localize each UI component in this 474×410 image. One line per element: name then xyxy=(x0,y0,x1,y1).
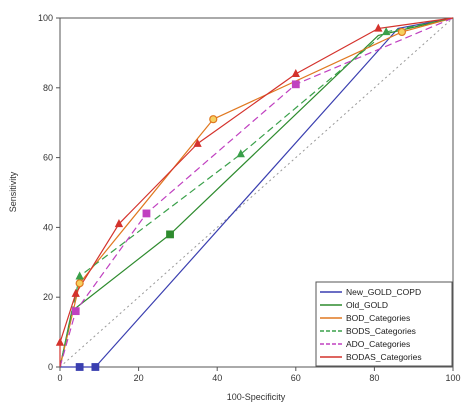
data-point-bodas-categories xyxy=(114,219,124,228)
data-point-bodas-categories xyxy=(374,23,383,32)
series-line-bods-categories xyxy=(59,17,454,368)
data-point-bodas-categories xyxy=(291,68,300,78)
data-point-ado-categories xyxy=(71,307,80,316)
data-point-old-gold xyxy=(166,230,174,239)
x-axis-ticks: 0 20 40 60 80 100 xyxy=(57,367,461,383)
x-tick-label: 60 xyxy=(291,373,301,383)
y-axis-label: Sensitivity xyxy=(8,171,18,212)
data-point-bods-categories xyxy=(382,27,391,36)
data-point-bod-categories xyxy=(209,115,218,124)
y-tick-label: 40 xyxy=(43,222,53,232)
marker-layer xyxy=(55,23,407,371)
data-point-ado-categories xyxy=(142,209,151,218)
data-point-bodas-categories xyxy=(193,138,202,147)
data-point-new-gold-copd xyxy=(75,363,84,371)
legend-box xyxy=(315,281,453,367)
legend-label: New_GOLD_COPD xyxy=(346,287,421,297)
y-tick-label: 60 xyxy=(43,153,53,163)
legend-label: ADO_Categories xyxy=(346,339,410,349)
data-point-bodas-categories xyxy=(55,337,65,346)
x-tick-label: 0 xyxy=(57,373,62,383)
data-point-bod-categories xyxy=(75,279,84,288)
y-tick-label: 0 xyxy=(48,362,53,372)
data-point-new-gold-copd xyxy=(91,363,100,371)
data-point-bods-categories xyxy=(75,271,84,280)
legend-label: BOD_Categories xyxy=(346,313,410,323)
y-tick-label: 80 xyxy=(43,83,53,93)
x-tick-label: 100 xyxy=(445,373,460,383)
data-point-bod-categories xyxy=(397,27,407,37)
legend-label: BODAS_Categories xyxy=(346,352,422,362)
series-line-bodas-categories xyxy=(59,17,454,367)
legend-label: Old_GOLD xyxy=(346,300,388,310)
x-tick-label: 80 xyxy=(369,373,379,383)
y-tick-label: 100 xyxy=(38,13,53,23)
y-axis-ticks: 0 20 40 60 80 100 xyxy=(38,13,60,372)
y-tick-label: 20 xyxy=(43,292,53,302)
data-point-bods-categories xyxy=(236,149,245,158)
legend: New_GOLD_COPD Old_GOLD BOD_Categories BODS_… xyxy=(315,281,453,367)
data-point-ado-categories xyxy=(291,80,300,89)
data-point-bodas-categories xyxy=(71,288,80,297)
x-axis-label: 100-Specificity xyxy=(227,392,286,402)
x-tick-label: 40 xyxy=(212,373,222,383)
x-tick-label: 20 xyxy=(134,373,144,383)
legend-label: BODS_Categories xyxy=(346,326,416,336)
legend-items: New_GOLD_COPD Old_GOLD BOD_Categories BODS_… xyxy=(320,287,422,362)
